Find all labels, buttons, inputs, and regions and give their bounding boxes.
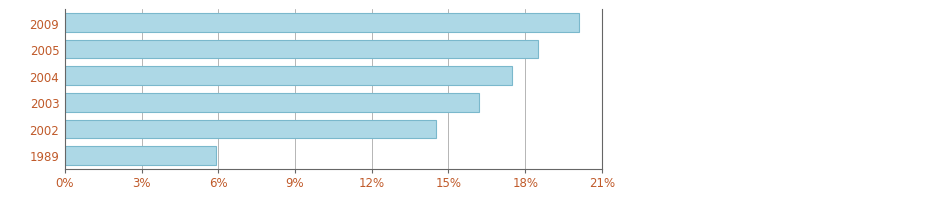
Bar <box>65 120 435 138</box>
Bar <box>65 94 479 112</box>
Bar <box>65 41 538 59</box>
Bar <box>65 67 512 86</box>
Bar <box>65 14 579 33</box>
Bar <box>65 146 216 165</box>
